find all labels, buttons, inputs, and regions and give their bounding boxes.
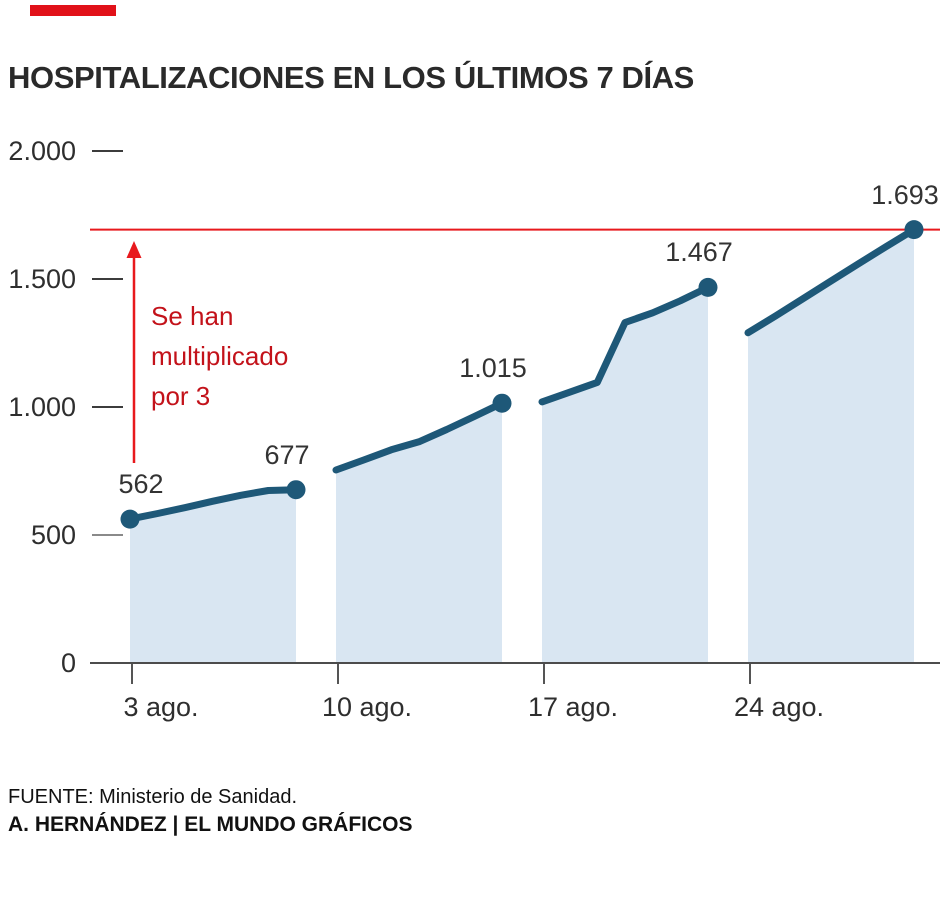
x-axis-label: 17 ago. (527, 692, 619, 722)
data-point-label: 562 (118, 469, 164, 500)
data-point-dot (904, 220, 924, 240)
week-line (744, 226, 918, 337)
x-axis-label: 10 ago. (321, 692, 413, 722)
y-axis-label: 2.000 (8, 136, 76, 166)
y-axis-label: 1.500 (8, 264, 76, 294)
week-area (542, 287, 708, 663)
data-point-label: 1.693 (871, 179, 939, 210)
week-area (336, 403, 502, 663)
y-axis-label: 500 (30, 520, 76, 550)
week-line (126, 486, 300, 523)
x-axis-label: 3 ago. (123, 692, 199, 722)
credit-text: A. HERNÁNDEZ | EL MUNDO GRÁFICOS (8, 813, 413, 836)
data-point-dot (120, 509, 140, 529)
source-text: FUENTE: Ministerio de Sanidad. (8, 786, 298, 808)
data-point-dot (286, 480, 306, 500)
data-point-label: 677 (264, 439, 310, 470)
brand-accent-bar (30, 5, 116, 16)
data-point-dot (492, 393, 512, 413)
y-axis-label: 0 (60, 648, 76, 678)
chart-title: HOSPITALIZACIONES EN LOS ÚLTIMOS 7 DÍAS (8, 60, 694, 95)
week-area (748, 229, 914, 663)
annotation-text: Se han multiplicado por 3 (151, 301, 289, 411)
y-axis-label: 1.000 (8, 392, 76, 422)
data-point-label: 1.015 (459, 353, 527, 384)
arrow-head-icon (126, 241, 142, 258)
week-line (538, 283, 712, 406)
data-point-label: 1.467 (665, 237, 733, 268)
x-axis-label: 24 ago. (733, 692, 825, 722)
week-line (332, 399, 506, 474)
data-point-dot (698, 277, 718, 297)
week-area (130, 489, 296, 663)
